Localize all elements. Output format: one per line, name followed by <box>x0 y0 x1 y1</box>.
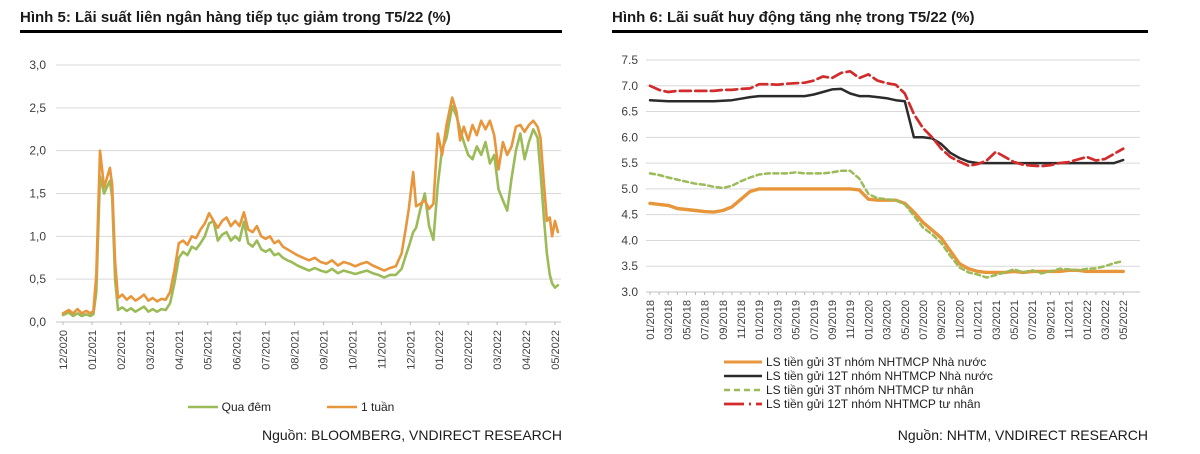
figure-6-panel: Hình 6: Lãi suất huy động tăng nhẹ trong… <box>612 8 1148 454</box>
legend-line-swatch-icon <box>724 388 762 392</box>
x-axis-tick-label: 05/2018 <box>681 300 693 340</box>
y-axis-tick-label: 2,0 <box>29 144 46 158</box>
legend-item: LS tiền gửi 12T nhóm NHTMCP Nhà nước <box>724 369 993 383</box>
x-axis-tick-label: 07/2021 <box>1027 300 1039 340</box>
x-axis-tick-label: 09/2019 <box>827 300 839 340</box>
x-axis-tick-label: 01/2020 <box>863 300 875 340</box>
x-axis-tick-label: 05/2022 <box>1118 300 1130 340</box>
x-axis-tick-label: 09/2020 <box>936 300 948 340</box>
y-axis-tick-label: 4.5 <box>621 208 638 222</box>
legend-line-swatch-icon <box>187 405 218 409</box>
x-axis-tick-label: 01/2018 <box>645 300 657 340</box>
series-line <box>648 69 1125 168</box>
deposit-chart-legend: LS tiền gửi 3T nhóm NHTMCP Nhà nước LS ti… <box>724 355 993 411</box>
y-axis-tick-label: 5.0 <box>621 182 638 196</box>
figure-6-source: Nguồn: NHTM, VNDIRECT RESEARCH <box>897 427 1148 443</box>
x-axis-tick-label: 05/2022 <box>550 330 562 370</box>
legend-line-swatch-icon <box>326 405 357 409</box>
y-axis-tick-label: 4.0 <box>621 233 638 247</box>
legend-label: LS tiền gửi 12T nhóm NHTMCP tư nhân <box>766 397 981 411</box>
legend-label: LS tiền gửi 3T nhóm NHTMCP tư nhân <box>766 383 974 397</box>
x-axis-tick-label: 03/2018 <box>663 300 675 340</box>
x-axis-tick-label: 05/2019 <box>791 300 803 340</box>
x-axis-tick-label: 11/2019 <box>845 300 857 339</box>
legend-item: LS tiền gửi 3T nhóm NHTMCP tư nhân <box>724 383 993 397</box>
x-axis-tick-label: 12/2020 <box>58 330 70 370</box>
y-axis-tick-label: 0,0 <box>29 315 46 329</box>
series-line <box>648 187 1125 275</box>
x-axis-tick-label: 08/2021 <box>290 330 302 370</box>
legend-item: Qua đêm <box>187 400 271 414</box>
x-axis-tick-label: 12/2021 <box>405 330 417 370</box>
x-axis-tick-label: 03/2021 <box>145 330 157 370</box>
x-axis-tick-label: 03/2020 <box>882 300 894 340</box>
x-axis-tick-label: 05/2021 <box>203 330 215 370</box>
series-line <box>648 169 1125 279</box>
legend-line-swatch-icon <box>724 374 762 378</box>
x-axis-tick-label: 09/2018 <box>718 300 730 340</box>
deposit-rate-chart: 7.5 7.0 6.5 6.0 5.5 5.0 4.5 4.0 3.5 3.0 01/2018 03/… <box>621 53 1140 340</box>
figure-6-title: Hình 6: Lãi suất huy động tăng nhẹ trong… <box>612 9 975 26</box>
y-axis-tick-label: 6.0 <box>621 130 638 144</box>
x-axis-tick-label: 02/2022 <box>463 330 475 370</box>
figure-5-panel: Hình 5: Lãi suất liên ngân hàng tiếp tục… <box>20 8 562 454</box>
interbank-rate-chart: 3,0 2,5 2,0 1,5 1,0 0,5 0,0 12/2020 01/2021 02/20… <box>29 58 562 370</box>
x-axis-tick-label: 02/2021 <box>116 330 128 370</box>
y-axis-tick-label: 7.5 <box>621 53 638 67</box>
x-axis-tick-label: 07/2020 <box>918 300 930 340</box>
x-axis-tick-label: 05/2021 <box>1009 300 1021 340</box>
legend-item: 1 tuần <box>326 400 395 414</box>
y-axis-tick-label: 1,0 <box>29 229 46 243</box>
x-axis-tick-label: 06/2021 <box>232 330 244 370</box>
x-axis-tick-label: 11/2018 <box>736 300 748 339</box>
x-axis-tick-label: 11/2021 <box>376 330 388 369</box>
figure-5-source: Nguồn: BLOOMBERG, VNDIRECT RESEARCH <box>261 427 562 443</box>
x-axis-tick-label: 07/2019 <box>809 300 821 340</box>
y-axis-tick-label: 7.0 <box>621 79 638 93</box>
y-axis-tick-label: 3.0 <box>621 285 638 299</box>
y-axis-tick-label: 3.5 <box>621 259 638 273</box>
interbank-chart-legend: Qua đêm 1 tuần <box>20 400 562 414</box>
y-axis-tick-label: 1,5 <box>29 187 46 201</box>
x-axis-tick-label: 05/2020 <box>900 300 912 340</box>
series-line <box>61 104 560 318</box>
x-axis-tick-label: 01/2021 <box>973 300 985 340</box>
series-line <box>61 96 560 315</box>
x-axis-tick-label: 03/2022 <box>1100 300 1112 340</box>
x-axis-tick-label: 03/2021 <box>991 300 1003 340</box>
legend-line-swatch-icon <box>724 402 762 406</box>
figure-6-title-rule <box>612 30 1148 33</box>
y-axis-tick-label: 3,0 <box>29 58 46 72</box>
x-axis-tick-label: 11/2020 <box>954 300 966 339</box>
series-line <box>648 87 1125 165</box>
x-axis-tick-label: 03/2022 <box>492 330 504 370</box>
x-axis-tick-label: 01/2022 <box>434 330 446 370</box>
x-axis-tick-label: 10/2021 <box>347 330 359 370</box>
x-axis-tick-label: 09/2021 <box>1045 300 1057 340</box>
y-axis-tick-label: 0,5 <box>29 272 46 286</box>
legend-label: LS tiền gửi 12T nhóm NHTMCP Nhà nước <box>766 369 993 383</box>
x-axis-tick-label: 01/2021 <box>87 330 99 370</box>
x-axis-tick-label: 01/2022 <box>1082 300 1094 340</box>
figure-5-title: Hình 5: Lãi suất liên ngân hàng tiếp tục… <box>20 9 451 26</box>
legend-line-swatch-icon <box>724 360 762 364</box>
x-axis-tick-label: 09/2021 <box>318 330 330 370</box>
x-axis-tick-label: 03/2019 <box>772 300 784 340</box>
x-axis-tick-label: 11/2021 <box>1064 300 1076 339</box>
x-axis-tick-label: 07/2021 <box>261 330 273 370</box>
figure-5-title-rule <box>20 30 562 33</box>
y-axis-tick-label: 5.5 <box>621 156 638 170</box>
x-axis-tick-label: 07/2018 <box>700 300 712 340</box>
x-axis-tick-label: 04/2021 <box>174 330 186 370</box>
x-axis-tick-label: 01/2019 <box>754 300 766 340</box>
legend-item: LS tiền gửi 12T nhóm NHTMCP tư nhân <box>724 397 993 411</box>
legend-label: 1 tuần <box>360 400 395 414</box>
legend-label: LS tiền gửi 3T nhóm NHTMCP Nhà nước <box>766 355 987 369</box>
legend-item: LS tiền gửi 3T nhóm NHTMCP Nhà nước <box>724 355 993 369</box>
legend-label: Qua đêm <box>221 400 271 414</box>
y-axis-tick-label: 2,5 <box>29 101 46 115</box>
y-axis-tick-label: 6.5 <box>621 105 638 119</box>
x-axis-tick-label: 04/2022 <box>521 330 533 370</box>
